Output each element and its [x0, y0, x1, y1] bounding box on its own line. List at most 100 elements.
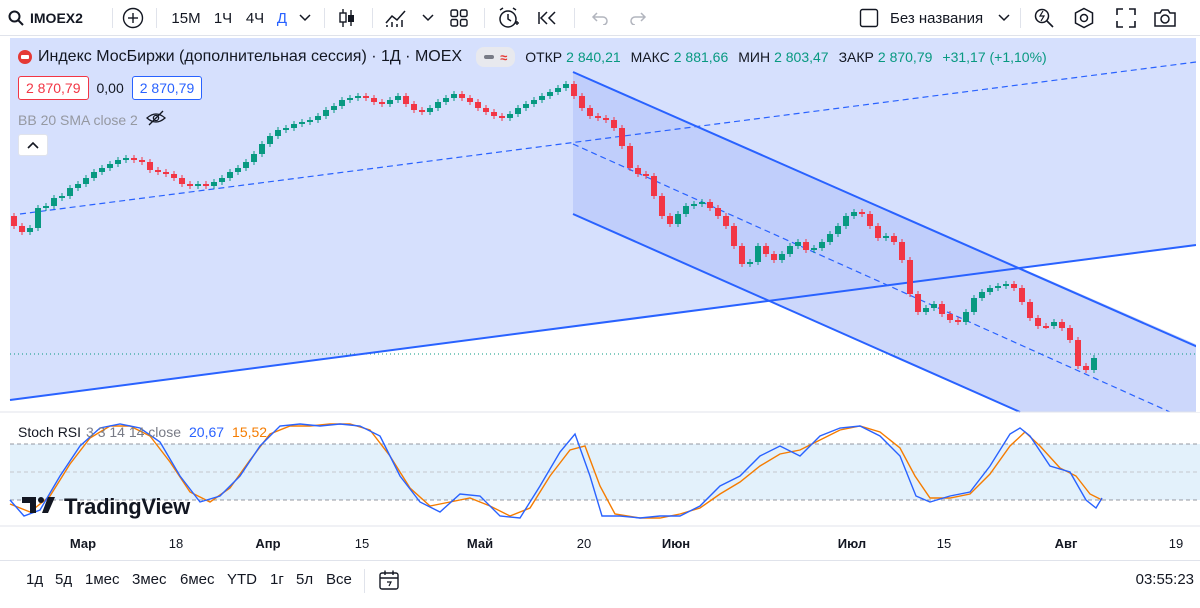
alert-icon — [496, 6, 520, 30]
candle-body — [747, 262, 753, 264]
timeframe-15m[interactable]: 15M — [168, 0, 204, 36]
eye-off-icon[interactable] — [145, 110, 166, 129]
candle-body — [987, 288, 993, 292]
candle-body — [307, 120, 313, 122]
range-1d[interactable]: 1д — [26, 571, 44, 588]
candle-body — [611, 120, 617, 128]
undo-icon — [591, 11, 609, 25]
range-ytd[interactable]: YTD — [227, 571, 257, 588]
buy-button[interactable]: 2 870,79 — [131, 76, 203, 100]
candle-body — [339, 100, 345, 106]
calendar-icon — [378, 570, 400, 595]
range-3m[interactable]: 3мес — [132, 571, 167, 588]
replay-button[interactable] — [534, 0, 562, 36]
candle-body — [235, 168, 241, 172]
layout-dropdown[interactable] — [996, 0, 1012, 36]
candle-body — [451, 94, 457, 98]
templates-icon — [449, 8, 469, 28]
candle-body — [859, 212, 865, 214]
templates-button[interactable] — [446, 0, 472, 36]
fullscreen-button[interactable] — [1112, 0, 1140, 36]
candle-body — [635, 168, 641, 174]
layout-icon — [859, 8, 879, 28]
range-all[interactable]: Все — [326, 571, 352, 588]
undo-button[interactable] — [588, 0, 612, 36]
candle-body — [851, 212, 857, 216]
screenshot-button[interactable] — [1150, 0, 1180, 36]
alert-button[interactable] — [494, 0, 522, 36]
candle-body — [1019, 288, 1025, 302]
candle-body — [299, 122, 305, 124]
quick-search-button[interactable] — [1030, 0, 1058, 36]
candle-body — [667, 216, 673, 224]
candle-body — [211, 182, 217, 186]
search-icon — [8, 10, 24, 26]
chart-area[interactable]: Индекс МосБиржи (дополнительная сессия) … — [0, 36, 1200, 560]
candle-body — [963, 312, 969, 322]
candle-body — [915, 294, 921, 312]
sell-button[interactable]: 2 870,79 — [18, 76, 89, 100]
layout-button[interactable] — [856, 0, 882, 36]
timeframe-label: 15M — [171, 9, 201, 27]
stoch-rsi-legend[interactable]: Stoch RSI 3 3 14 14 close 20,67 15,52 — [18, 424, 267, 440]
candle-body — [115, 160, 121, 164]
candle-body — [531, 100, 537, 104]
candle-body — [275, 130, 281, 136]
candle-body — [371, 98, 377, 102]
settings-button[interactable] — [1070, 0, 1098, 36]
time-axis-label: 20 — [576, 536, 592, 551]
candle-body — [819, 242, 825, 248]
timeframe-dropdown[interactable] — [296, 0, 314, 36]
candle-body — [347, 98, 353, 100]
bb-indicator-legend[interactable]: BB 20 SMA close 2 — [18, 110, 166, 129]
candle-body — [443, 98, 449, 102]
chevron-up-icon — [27, 136, 39, 154]
timeframe-1h[interactable]: 1Ч — [210, 0, 236, 36]
candle-body — [979, 292, 985, 298]
redo-button[interactable] — [626, 0, 650, 36]
candle-body — [227, 172, 233, 178]
candle-body — [811, 248, 817, 250]
channel-upper-line — [572, 71, 1200, 349]
candle-body — [1011, 284, 1017, 288]
candle-body — [547, 92, 553, 96]
candle-body — [891, 236, 897, 242]
right-edge — [1196, 36, 1200, 412]
bb-label: BB 20 SMA close 2 — [18, 111, 138, 128]
chart-canvas[interactable] — [0, 36, 1200, 560]
go-to-date-button[interactable] — [378, 569, 400, 596]
timeframe-day[interactable]: Д — [272, 0, 292, 36]
quick-search-icon — [1033, 7, 1055, 29]
candle-body — [907, 260, 913, 294]
symbol-search[interactable]: IMOEX2 — [8, 0, 108, 36]
time-axis-label: Июл — [837, 536, 867, 551]
timeframe-4h[interactable]: 4Ч — [242, 0, 268, 36]
candle-body — [19, 226, 25, 232]
layout-name-button[interactable]: Без названия — [890, 0, 994, 36]
hide-icon — [484, 55, 495, 59]
indicators-dropdown[interactable] — [420, 0, 436, 36]
candle-body — [707, 202, 713, 208]
candle-body — [787, 246, 793, 254]
candle-body — [771, 254, 777, 260]
add-symbol-button[interactable] — [120, 0, 146, 36]
candle-body — [11, 216, 17, 226]
range-1y[interactable]: 1г — [270, 571, 284, 588]
range-5d[interactable]: 5д — [55, 571, 73, 588]
time-axis-label: 19 — [1168, 536, 1184, 551]
candle-body — [875, 226, 881, 238]
visibility-pill[interactable]: ≈ — [476, 47, 516, 67]
candle-body — [315, 116, 321, 120]
chart-type-button[interactable] — [334, 0, 360, 36]
range-5y[interactable]: 5л — [296, 571, 314, 588]
range-1m[interactable]: 1мес — [85, 571, 120, 588]
collapse-legend-button[interactable] — [18, 134, 48, 156]
candle-body — [523, 104, 529, 108]
candle-body — [379, 102, 385, 104]
indicators-button[interactable] — [382, 0, 410, 36]
candle-body — [1043, 326, 1049, 328]
range-6m[interactable]: 6мес — [180, 571, 215, 588]
wave-icon: ≈ — [500, 49, 508, 65]
stoch-k-line — [9, 423, 1103, 519]
candle-body — [195, 184, 201, 186]
